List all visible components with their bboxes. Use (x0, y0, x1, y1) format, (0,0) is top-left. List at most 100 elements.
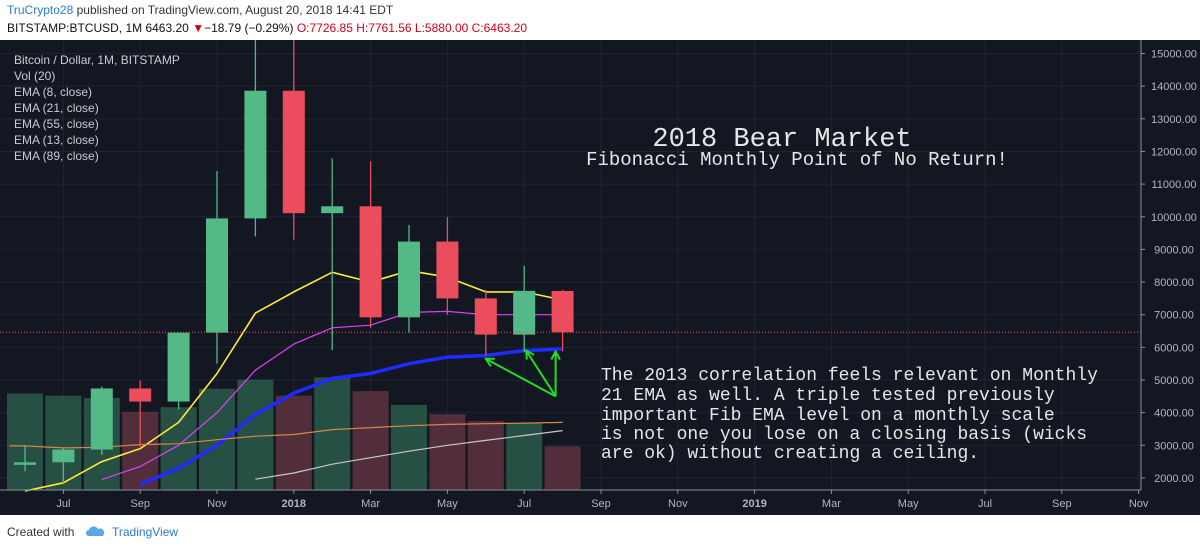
time-tick-label: 2019 (742, 498, 766, 510)
candle-body-bullish (90, 388, 113, 450)
volume-bar (544, 446, 581, 490)
annotation-arrow-head (550, 349, 561, 360)
ema-55-line (9, 421, 563, 449)
symbol-line: BITSTAMP:BTCUSD, 1M 6463.20 (7, 21, 189, 35)
price-tick-label: 13000.00 (1151, 114, 1197, 126)
annotation-body-line: 21 EMA as well. A triple tested previous… (601, 386, 1055, 406)
price-tick-label: 6000.00 (1154, 342, 1194, 354)
change-value: −18.79 (−0.29%) (204, 21, 294, 35)
volume-bar (467, 421, 504, 490)
down-arrow-icon: ▼ (192, 21, 205, 35)
candle-body-bullish (167, 332, 190, 402)
author-link[interactable]: TruCrypto28 (7, 3, 74, 17)
annotation-body-line: The 2013 correlation feels relevant on M… (601, 366, 1098, 386)
price-tick-label: 2000.00 (1154, 473, 1194, 485)
annotation-text: 2018 Bear Market Fibonacci Monthly Point… (586, 125, 1098, 464)
time-tick-label: 2018 (282, 498, 306, 510)
price-tick-label: 10000.00 (1151, 212, 1197, 224)
candle-body-bullish (513, 290, 536, 335)
volume-bar (314, 377, 351, 490)
price-tick-label: 11000.00 (1151, 179, 1196, 191)
time-tick-label: Sep (1052, 498, 1072, 510)
legend-indicator: EMA (55, close) (14, 117, 99, 131)
price-tick-label: 8000.00 (1154, 277, 1194, 289)
chart-area[interactable]: 6463.20 2000.003000.004000.005000.006000… (0, 40, 1200, 515)
annotation-body-line: important Fib EMA level on a monthly sca… (601, 406, 1055, 426)
annotation-body-line: is not one you lose on a closing basis (… (601, 425, 1087, 445)
time-tick-label: Jul (517, 498, 531, 510)
price-axis-panel (1141, 40, 1200, 515)
candle-body-bearish (474, 298, 497, 335)
annotation-title: 2018 Bear Market (652, 125, 911, 155)
time-tick-label: Nov (668, 498, 688, 510)
candle-body-bearish (129, 388, 152, 402)
annotation-arrow-shaft (485, 357, 557, 398)
time-tick-label: May (437, 498, 458, 510)
ema-89-line (255, 430, 563, 480)
publish-info: TruCrypto28 published on TradingView.com… (7, 3, 393, 17)
price-tick-label: 9000.00 (1154, 244, 1194, 256)
published-text: published on TradingView.com, August 20,… (76, 3, 394, 17)
time-tick-label: Jul (978, 498, 992, 510)
chart-svg[interactable]: 6463.20 2000.003000.004000.005000.006000… (0, 40, 1200, 515)
price-tick-label: 4000.00 (1154, 408, 1194, 420)
price-tick-label: 3000.00 (1154, 440, 1194, 452)
candle-body-bullish (398, 241, 420, 318)
legend-indicator: EMA (89, close) (14, 149, 99, 163)
axes: 2000.00 3000.00 4000.00 5000.00 6000.00 7000.… (0, 40, 1200, 515)
time-tick-label: Sep (130, 498, 150, 510)
annotation-subtitle: Fibonacci Monthly Point of No Return! (586, 149, 1008, 171)
candle-body-bullish (321, 206, 344, 214)
candle-body-bearish (551, 290, 574, 333)
volume-bar (7, 393, 43, 490)
candle-body-bearish (282, 90, 305, 214)
annotation-body-line: are ok) without creating a ceiling. (601, 444, 979, 464)
time-tick-label: Jul (56, 498, 70, 510)
legend-indicator: EMA (8, close) (14, 85, 92, 99)
price-tick-label: 14000.00 (1151, 81, 1197, 93)
candle-body-bearish (436, 241, 459, 299)
ema-21-line (139, 347, 563, 487)
legend-indicator: EMA (21, close) (14, 101, 99, 115)
price-tick-label: 15000.00 (1151, 49, 1197, 61)
price-tick-label: 12000.00 (1151, 146, 1197, 158)
volume-bar (160, 407, 197, 490)
annotation-arrow-head (525, 348, 535, 360)
legend-indicator: Vol (20) (14, 69, 55, 83)
tradingview-brand-link[interactable]: TradingView (112, 525, 179, 539)
time-tick-label: Sep (591, 498, 611, 510)
candle-body-bullish (14, 462, 36, 465)
time-tick-label: Nov (1129, 498, 1149, 510)
annotation-arrows (483, 348, 561, 398)
volume-bar (275, 395, 312, 490)
volume-bar (237, 379, 274, 490)
volume-bar (429, 414, 466, 490)
candle-body-bullish (52, 449, 75, 463)
legend: Bitcoin / Dollar, 1M, BITSTAMP Vol (20) … (14, 53, 180, 163)
candle-body-bearish (359, 206, 382, 318)
time-tick-label: Mar (822, 498, 841, 510)
footer-bar: Created with TradingView (0, 515, 1200, 549)
candles (14, 40, 574, 483)
volume-bar (391, 404, 427, 490)
annotation-arrow-head (483, 357, 495, 367)
candle-body-bullish (244, 90, 267, 219)
ema-8-line (24, 269, 563, 492)
header-bar: TruCrypto28 published on TradingView.com… (0, 0, 1200, 40)
legend-title: Bitcoin / Dollar, 1M, BITSTAMP (14, 53, 180, 67)
ema-lines (9, 269, 563, 492)
tradingview-cloud-icon (86, 526, 105, 536)
time-tick-label: Mar (361, 498, 380, 510)
symbol-info: BITSTAMP:BTCUSD, 1M 6463.20 ▼−18.79 (−0.… (7, 21, 527, 35)
time-tick-label: Nov (207, 498, 227, 510)
time-tick-label: May (898, 498, 919, 510)
price-tick-label: 5000.00 (1154, 375, 1194, 387)
legend-indicator: EMA (13, close) (14, 133, 99, 147)
annotation-arrow-shaft (525, 350, 557, 397)
volume-bar (352, 391, 389, 490)
created-with-label: Created with (7, 525, 75, 539)
price-tick-label: 7000.00 (1154, 310, 1194, 322)
candle-body-bullish (206, 218, 228, 333)
ohlc-values: O:7726.85 H:7761.56 L:5880.00 C:6463.20 (296, 21, 528, 35)
grid (0, 40, 1141, 490)
